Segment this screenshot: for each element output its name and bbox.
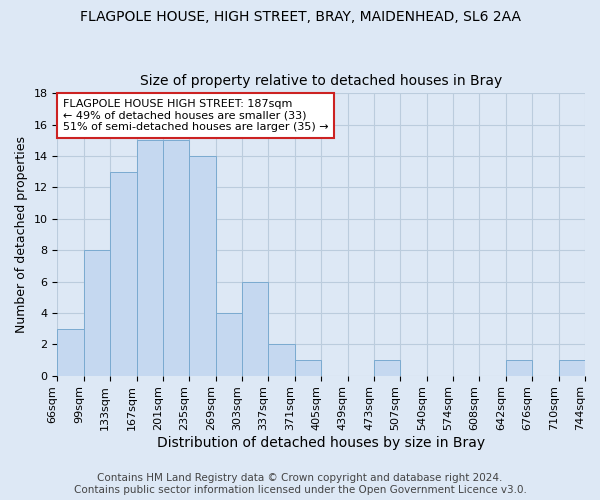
Bar [137,140,163,376]
X-axis label: Distribution of detached houses by size in Bray: Distribution of detached houses by size … [157,436,485,450]
Text: FLAGPOLE HOUSE, HIGH STREET, BRAY, MAIDENHEAD, SL6 2AA: FLAGPOLE HOUSE, HIGH STREET, BRAY, MAIDE… [79,10,521,24]
Bar [190,156,215,376]
Bar [215,313,242,376]
Bar [110,172,137,376]
Bar [163,140,190,376]
Y-axis label: Number of detached properties: Number of detached properties [15,136,28,333]
Bar [374,360,400,376]
Bar [559,360,585,376]
Title: Size of property relative to detached houses in Bray: Size of property relative to detached ho… [140,74,502,88]
Bar [295,360,321,376]
Bar [84,250,110,376]
Text: FLAGPOLE HOUSE HIGH STREET: 187sqm
← 49% of detached houses are smaller (33)
51%: FLAGPOLE HOUSE HIGH STREET: 187sqm ← 49%… [62,99,328,132]
Text: Contains HM Land Registry data © Crown copyright and database right 2024.
Contai: Contains HM Land Registry data © Crown c… [74,474,526,495]
Bar [506,360,532,376]
Bar [268,344,295,376]
Bar [58,328,84,376]
Bar [242,282,268,376]
